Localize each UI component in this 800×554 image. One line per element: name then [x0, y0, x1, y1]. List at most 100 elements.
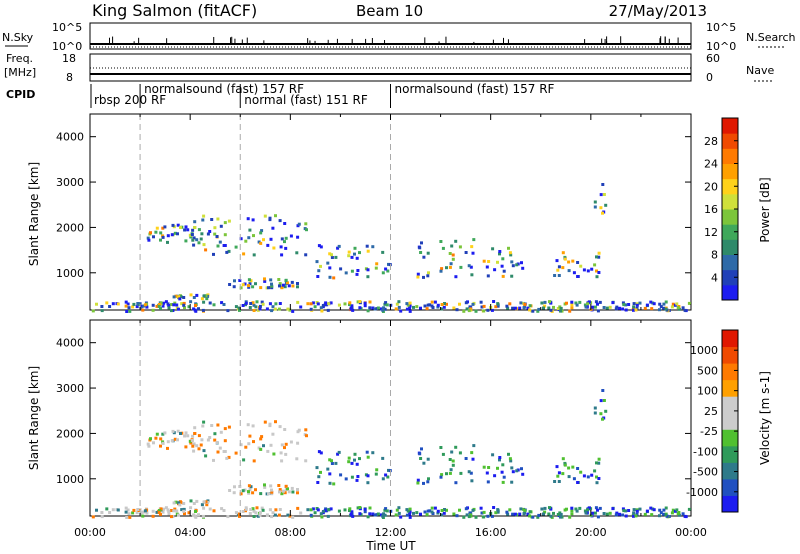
- echo-cell: [259, 437, 263, 441]
- colorbar-frame: [721, 329, 739, 513]
- echo-cell: [416, 481, 420, 485]
- echo-cell: [242, 458, 246, 462]
- echo-cell: [239, 492, 243, 496]
- echo-cell: [295, 251, 299, 255]
- echo-cell: [405, 513, 409, 517]
- echo-cell: [470, 245, 474, 249]
- echo-cell: [157, 511, 161, 514]
- echo-cell: [263, 420, 267, 424]
- echo-cell: [468, 511, 472, 515]
- echo-cell: [439, 475, 443, 479]
- echo-cell: [570, 509, 574, 513]
- echo-cell: [358, 300, 362, 303]
- x-axis-label: Time UT: [365, 539, 416, 553]
- echo-cell: [210, 218, 214, 221]
- echo-cell: [247, 490, 250, 494]
- echo-cell: [351, 514, 355, 518]
- echo-cell: [108, 511, 112, 514]
- echo-cell: [159, 306, 162, 310]
- echo-cell: [330, 459, 333, 463]
- echo-cell: [296, 300, 300, 304]
- echo-cell: [510, 466, 514, 470]
- echo-cell: [232, 285, 236, 289]
- echo-cell: [515, 263, 519, 267]
- echo-cell: [598, 300, 602, 304]
- echo-cell: [561, 251, 565, 255]
- echo-cell: [561, 457, 565, 461]
- echo-cell: [249, 302, 253, 305]
- echo-cell: [426, 303, 430, 307]
- echo-cell: [531, 309, 535, 313]
- echo-cell: [440, 303, 444, 306]
- echo-cell: [151, 509, 155, 513]
- echo-cell: [448, 252, 452, 255]
- echo-cell: [368, 506, 372, 510]
- colorbar-swatch: [722, 330, 738, 348]
- echo-cell: [192, 442, 196, 446]
- echo-cell: [500, 470, 504, 474]
- echo-cell: [272, 246, 276, 250]
- echo-cell: [206, 500, 210, 504]
- echo-cell: [433, 300, 437, 304]
- echo-cell: [159, 444, 162, 448]
- echo-cell: [493, 268, 497, 272]
- echo-cell: [246, 423, 250, 427]
- echo-cell: [304, 253, 308, 257]
- power-colorbar-label: Power [dB]: [758, 177, 772, 242]
- echo-cell: [162, 301, 166, 305]
- echo-cell: [408, 507, 412, 511]
- echo-cell: [175, 509, 179, 513]
- colorbar-tick-label: -25: [700, 425, 718, 438]
- echo-cell: [95, 302, 98, 306]
- echo-cell: [136, 302, 140, 305]
- echo-cell: [496, 260, 499, 264]
- echo-cell: [670, 511, 674, 515]
- echo-cell: [596, 309, 600, 313]
- echo-cell: [405, 307, 409, 311]
- echo-cell: [142, 304, 146, 308]
- echo-cell: [422, 481, 425, 485]
- echo-cell: [426, 457, 430, 461]
- echo-cell: [259, 231, 263, 235]
- echo-cell: [179, 432, 182, 435]
- echo-cell: [374, 266, 378, 270]
- echo-cell: [321, 304, 325, 307]
- echo-cell: [344, 271, 348, 275]
- echo-cell: [274, 508, 278, 512]
- echo-cell: [291, 284, 295, 288]
- echo-cell: [202, 214, 206, 218]
- cpid-label: CPID: [6, 88, 35, 101]
- echo-cell: [258, 510, 262, 514]
- echo-cell: [597, 255, 601, 259]
- echo-cell: [339, 267, 343, 271]
- echo-cell: [552, 305, 555, 309]
- echo-cell: [332, 276, 336, 280]
- echo-cell: [676, 512, 680, 516]
- echo-cell: [208, 230, 212, 233]
- echo-cell: [270, 488, 273, 492]
- echo-cell: [324, 507, 328, 511]
- colorbar-swatch: [722, 269, 738, 286]
- echo-cell: [184, 239, 188, 243]
- echo-cell: [259, 447, 263, 451]
- echo-cell: [363, 304, 367, 308]
- echo-cell: [552, 511, 555, 515]
- echo-cell: [186, 434, 190, 438]
- echo-cell: [464, 457, 468, 460]
- echo-cell: [366, 275, 370, 279]
- echo-cell: [286, 487, 289, 491]
- echo-cell: [216, 244, 220, 248]
- echo-cell: [374, 472, 378, 476]
- echo-cell: [242, 252, 246, 256]
- echo-cell: [557, 471, 561, 475]
- echo-cell: [373, 513, 377, 517]
- echo-cell: [334, 461, 338, 465]
- echo-cell: [289, 234, 293, 238]
- colorbar-swatch: [722, 209, 738, 225]
- echo-cell: [256, 308, 260, 312]
- y-tick-label: 4000: [56, 131, 84, 144]
- colorbar-swatch: [722, 363, 738, 381]
- echo-cell: [542, 512, 545, 516]
- echo-cell: [408, 515, 412, 519]
- echo-cell: [441, 246, 445, 250]
